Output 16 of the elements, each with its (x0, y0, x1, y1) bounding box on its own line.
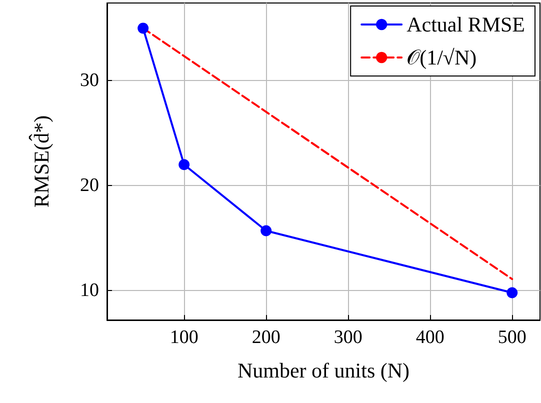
x-tick-label: 300 (334, 327, 362, 348)
legend-label: Actual RMSE (406, 12, 526, 36)
x-tick-label: 400 (416, 327, 444, 348)
y-tick-label: 10 (80, 280, 99, 302)
point (506, 287, 518, 298)
x-axis-title: Number of units (N) (237, 358, 410, 382)
y-axis-title: RMSE(d̂*) (28, 115, 54, 208)
legend-label: 𝒪(1/√N) (406, 46, 477, 70)
point (260, 225, 272, 236)
x-tick-label: 200 (252, 327, 280, 348)
point (138, 22, 149, 34)
point (178, 159, 190, 170)
y-tick-label: 30 (80, 70, 99, 92)
x-tick-label: 500 (498, 327, 526, 348)
x-tick-label: 100 (170, 327, 198, 348)
y-tick-label: 20 (80, 175, 99, 196)
